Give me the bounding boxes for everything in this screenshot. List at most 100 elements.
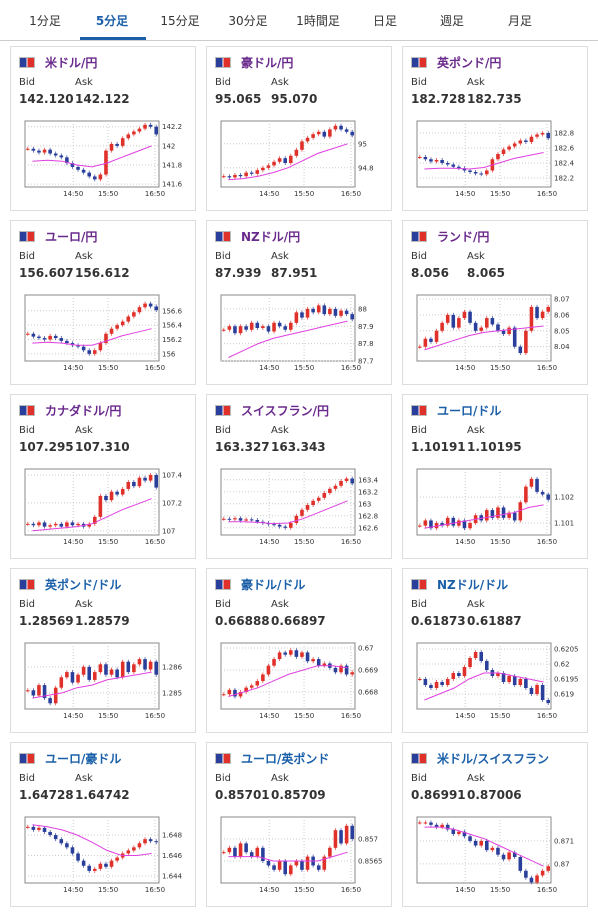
mini-chart: 107.4 107.2 107 14:50 15:50 16:50 xyxy=(24,468,183,546)
plot-frame xyxy=(416,120,552,188)
candle xyxy=(429,159,433,162)
plot-frame xyxy=(220,642,356,710)
x-tick-label: 15:50 xyxy=(294,538,314,546)
candle xyxy=(109,669,114,675)
rate-card[interactable]: ユーロ/円 Bid Ask 156.607 156.612 156.6 156.4 156.2… xyxy=(10,220,196,385)
candle xyxy=(512,512,517,521)
candle xyxy=(479,327,483,331)
rate-card[interactable]: 米ドル/円 Bid Ask 142.120 142.122 142.2 142 141.8 14… xyxy=(10,46,196,211)
tab[interactable]: 月足 xyxy=(507,14,533,28)
pair-title: ユーロ/英ポンド xyxy=(241,752,330,766)
ask-value: 156.612 xyxy=(75,266,130,280)
y-tick-label: 8.05 xyxy=(554,327,570,335)
candle xyxy=(48,831,52,836)
candle xyxy=(507,327,511,334)
candle xyxy=(272,161,276,166)
rate-card[interactable]: 豪ドル/円 Bid Ask 95.065 95.070 95 94.8 14:50 15:50 1… xyxy=(206,46,392,211)
rate-card[interactable]: 米ドル/スイスフラン Bid Ask 0.86991 0.87006 0.871 0.87 1… xyxy=(402,742,588,907)
candle xyxy=(451,164,456,167)
x-tick-label: 16:50 xyxy=(145,364,165,372)
candle xyxy=(429,520,433,529)
tab[interactable]: 15分足 xyxy=(160,14,200,28)
mini-chart: 142.2 142 141.8 141.6 14:50 15:50 16:50 xyxy=(24,120,183,198)
x-tick-label: 16:50 xyxy=(537,190,557,198)
rate-card[interactable]: カナダドル/円 Bid Ask 107.295 107.310 107.4 107.2 107… xyxy=(10,394,196,559)
candle xyxy=(518,502,523,521)
candle xyxy=(261,847,265,861)
candle xyxy=(249,852,254,857)
x-tick-label: 14:50 xyxy=(63,364,83,372)
tab[interactable]: 5分足 xyxy=(95,14,129,28)
rate-card[interactable]: 英ポンド/円 Bid Ask 182.728 182.735 182.8 182.6 182.… xyxy=(402,46,588,211)
y-tick-label: 163 xyxy=(358,500,371,508)
pair-title: 米ドル/スイスフラン xyxy=(437,752,550,766)
candle xyxy=(468,658,472,667)
candle xyxy=(479,840,483,846)
candle xyxy=(457,673,461,676)
mini-chart: 156.6 156.4 156.2 156 14:50 15:50 16:50 xyxy=(24,294,183,372)
tab[interactable]: 1時間足 xyxy=(296,14,340,28)
y-tick-label: 87.9 xyxy=(358,323,374,331)
tab[interactable]: 1分足 xyxy=(29,14,61,28)
candle xyxy=(512,327,517,347)
tab[interactable]: 日足 xyxy=(372,14,398,28)
y-tick-label: 1.648 xyxy=(162,832,182,840)
bid-label: Bid xyxy=(19,251,35,262)
candle xyxy=(479,515,483,521)
bid-label: Bid xyxy=(215,599,231,610)
y-tick-label: 0.857 xyxy=(358,836,378,844)
flag-icon xyxy=(19,579,35,590)
candle xyxy=(445,824,450,830)
rate-card[interactable]: ランド/円 Bid Ask 8.056 8.065 8.07 8.06 8.05 8.04 14:… xyxy=(402,220,588,385)
rate-card[interactable]: ユーロ/ドル Bid Ask 1.10191 1.10195 1.102 1.101 14:5… xyxy=(402,394,588,559)
candle xyxy=(485,661,489,670)
flag-icon xyxy=(411,753,427,764)
candle xyxy=(462,667,467,676)
y-tick-label: 95 xyxy=(358,140,367,148)
candle xyxy=(512,676,517,685)
candle xyxy=(535,134,539,137)
rate-card[interactable]: 英ポンド/ドル Bid Ask 1.28569 1.28579 1.286 1.285 14:… xyxy=(10,568,196,733)
y-tick-label: 0.8565 xyxy=(358,858,383,866)
rate-card[interactable]: ユーロ/英ポンド Bid Ask 0.85701 0.85709 0.857 0.8565 1… xyxy=(206,742,392,907)
tab[interactable]: 週足 xyxy=(439,14,465,28)
bid-value: 142.120 xyxy=(19,92,74,106)
candle xyxy=(238,175,243,177)
candle xyxy=(540,491,545,495)
x-tick-label: 14:50 xyxy=(455,190,475,198)
flag-icon xyxy=(19,753,35,764)
candle xyxy=(249,172,254,174)
candle xyxy=(283,526,287,528)
candle xyxy=(496,507,500,518)
candle xyxy=(26,148,30,150)
candle xyxy=(222,176,226,178)
rate-card[interactable]: NZドル/円 Bid Ask 87.939 87.951 88 87.9 87.8 87.7 14… xyxy=(206,220,392,385)
rate-card[interactable]: 豪ドル/ドル Bid Ask 0.66888 0.66897 0.67 0.669 0.668… xyxy=(206,568,392,733)
candle xyxy=(418,679,422,680)
tab[interactable]: 30分足 xyxy=(228,14,268,28)
candle xyxy=(143,839,147,844)
candle xyxy=(429,338,433,342)
candle xyxy=(333,308,338,316)
candle xyxy=(328,308,332,315)
y-tick-label: 182.2 xyxy=(554,175,574,183)
rate-card[interactable]: NZドル/ドル Bid Ask 0.61873 0.61887 0.6205 0.62 0.6… xyxy=(402,568,588,733)
pair-title: 豪ドル/ドル xyxy=(241,578,306,592)
plot-frame xyxy=(24,120,160,188)
candle xyxy=(244,687,248,693)
candle xyxy=(93,350,97,354)
rate-card[interactable]: ユーロ/豪ドル Bid Ask 1.64728 1.64742 1.648 1.646 1.6… xyxy=(10,742,196,907)
moving-average xyxy=(424,504,544,529)
candle xyxy=(48,525,52,527)
candle xyxy=(283,326,287,330)
pair-title: 米ドル/円 xyxy=(45,56,98,70)
ask-value: 1.28579 xyxy=(75,614,130,628)
pair-title: 英ポンド/ドル xyxy=(45,578,122,592)
candle xyxy=(277,652,282,660)
bid-label: Bid xyxy=(19,773,35,784)
candle xyxy=(126,481,131,489)
candle xyxy=(244,326,248,330)
candle xyxy=(434,682,439,688)
candle xyxy=(76,853,80,861)
rate-card[interactable]: スイスフラン/円 Bid Ask 163.327 163.343 163.4 163.2 16… xyxy=(206,394,392,559)
